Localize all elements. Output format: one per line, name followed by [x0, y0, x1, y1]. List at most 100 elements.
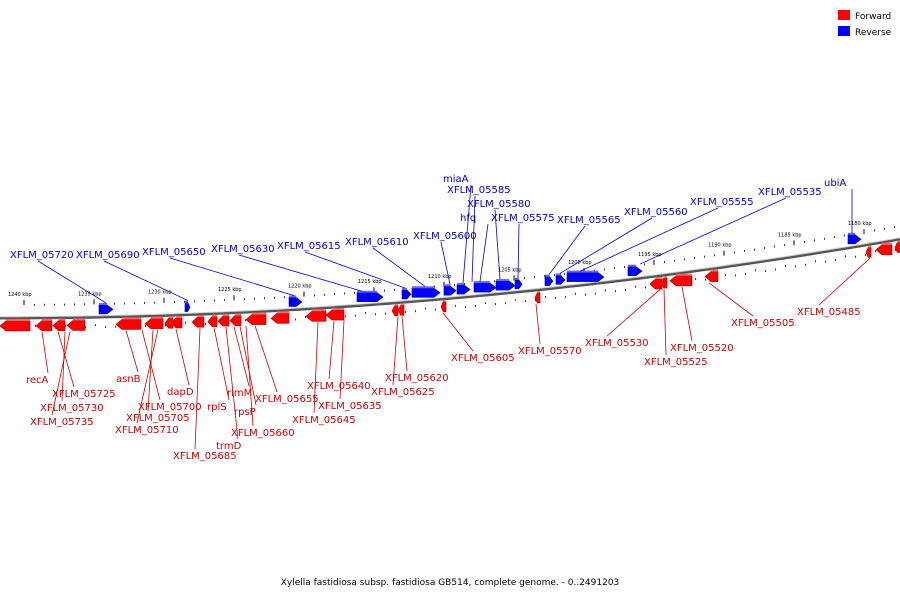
forward-gene-label: XFLM_05635 — [318, 401, 382, 412]
reverse-gene-arrow-top — [848, 232, 856, 235]
minor-tick-mark — [375, 313, 376, 316]
minor-tick-mark — [775, 268, 776, 271]
scale-tick-label: 1210 kbp — [428, 274, 452, 280]
reverse-gene-arrow — [356, 292, 384, 302]
reverse-leader-line — [548, 225, 586, 275]
minor-tick-mark — [805, 263, 806, 266]
reverse-gene-arrow-top — [99, 302, 107, 305]
forward-leader-line — [339, 320, 345, 400]
minor-tick-mark — [535, 299, 536, 302]
minor-tick-mark — [615, 290, 616, 293]
forward-leader-line — [328, 321, 335, 380]
minor-tick-mark — [595, 292, 596, 295]
minor-tick-mark — [585, 293, 586, 296]
forward-leader-line — [194, 328, 201, 450]
minor-tick-mark — [344, 292, 345, 295]
forward-gene-arrow-top — [168, 316, 173, 319]
minor-tick-mark — [795, 265, 796, 268]
forward-leader-line — [663, 289, 667, 356]
reverse-leader-line — [238, 254, 363, 292]
minor-tick-mark — [84, 303, 85, 306]
minor-tick-mark — [354, 291, 355, 294]
forward-leader-line — [61, 331, 66, 402]
minor-tick-mark — [124, 302, 125, 305]
forward-leader-line — [313, 322, 319, 414]
scale-tick-label: 1180 kbp — [848, 221, 872, 227]
forward-gene-label: rpsP — [234, 407, 256, 418]
forward-gene-arrow — [397, 305, 405, 316]
forward-gene-label: XFLM_05485 — [797, 307, 861, 318]
minor-tick-mark — [95, 324, 96, 327]
minor-tick-mark — [744, 250, 745, 253]
forward-gene-label: XFLM_05645 — [292, 415, 356, 426]
forward-gene-arrow — [191, 316, 205, 328]
scale-tick-label: 1235 kbp — [78, 291, 102, 297]
minor-tick-mark — [515, 299, 516, 302]
forward-gene-arrow — [217, 315, 230, 327]
minor-tick-mark — [545, 296, 546, 299]
forward-gene-arrow — [66, 320, 86, 331]
reverse-leader-line — [494, 209, 501, 280]
minor-tick-mark — [825, 260, 826, 263]
reverse-gene-arrow-top — [567, 270, 598, 273]
forward-gene-label: XFLM_05710 — [115, 425, 179, 436]
reverse-gene-arrow-top — [556, 273, 561, 276]
minor-tick-mark — [295, 318, 296, 321]
minor-tick-mark — [714, 254, 715, 257]
scale-tick-label: 1195 kbp — [638, 252, 662, 258]
legend: Forward Reverse — [838, 10, 892, 38]
backbone-curve — [0, 237, 900, 320]
minor-tick-mark — [284, 296, 285, 299]
reverse-gene-arrow-top — [444, 284, 451, 287]
minor-tick-mark — [745, 272, 746, 275]
forward-leader-line — [254, 325, 278, 393]
forward-gene-arrow-top — [897, 240, 900, 243]
minor-tick-mark — [405, 311, 406, 314]
forward-gene-arrow-top — [6, 318, 30, 321]
minor-tick-mark — [54, 303, 55, 306]
minor-tick-mark — [194, 300, 195, 303]
forward-leader-line — [818, 257, 871, 306]
forward-gene-arrow — [115, 319, 142, 330]
minor-tick-mark — [245, 319, 246, 322]
minor-tick-mark — [844, 234, 845, 237]
reverse-gene-arrow-top — [496, 279, 509, 282]
minor-tick-mark — [575, 292, 576, 295]
reverse-gene-label: XFLM_05650 — [142, 247, 206, 258]
forward-gene-arrow-top — [655, 277, 662, 280]
minor-tick-mark — [705, 278, 706, 281]
forward-gene-arrow — [229, 315, 242, 326]
minor-tick-mark — [564, 272, 565, 275]
reverse-gene-arrow-top — [185, 300, 188, 303]
reverse-gene-arrow-top — [412, 286, 434, 289]
minor-tick-mark — [44, 303, 45, 306]
minor-tick-mark — [804, 240, 805, 243]
forward-leader-line — [225, 326, 239, 440]
forward-gene-label: XFLM_05530 — [585, 338, 649, 349]
forward-gene-arrow-top — [443, 299, 446, 302]
forward-leader-line — [535, 303, 541, 345]
minor-tick-mark — [674, 259, 675, 262]
minor-tick-mark — [694, 257, 695, 260]
forward-gene-arrow — [649, 278, 663, 290]
forward-gene-label: XFLM_05525 — [644, 357, 708, 368]
reverse-gene-arrow — [514, 279, 523, 290]
minor-tick-mark — [565, 295, 566, 298]
scale-tick-label: 1200 kbp — [568, 260, 592, 266]
reverse-leader-line — [304, 251, 406, 289]
minor-tick-mark — [224, 299, 225, 302]
minor-tick-mark — [415, 310, 416, 313]
reverse-leader-line — [579, 207, 719, 272]
minor-tick-mark — [544, 275, 545, 278]
minor-tick-mark — [425, 307, 426, 310]
reverse-gene-arrow — [401, 289, 412, 300]
reverse-gene-arrow-top — [402, 287, 407, 290]
reverse-gene-arrow — [473, 282, 497, 293]
backbone — [0, 237, 900, 320]
minor-tick-mark — [525, 300, 526, 303]
minor-tick-mark — [635, 285, 636, 288]
minor-tick-mark — [254, 297, 255, 300]
reverse-gene-label: XFLM_05535 — [758, 187, 822, 198]
forward-gene-arrow-top — [312, 309, 326, 312]
scale-tick-label: 1190 kbp — [708, 243, 732, 249]
